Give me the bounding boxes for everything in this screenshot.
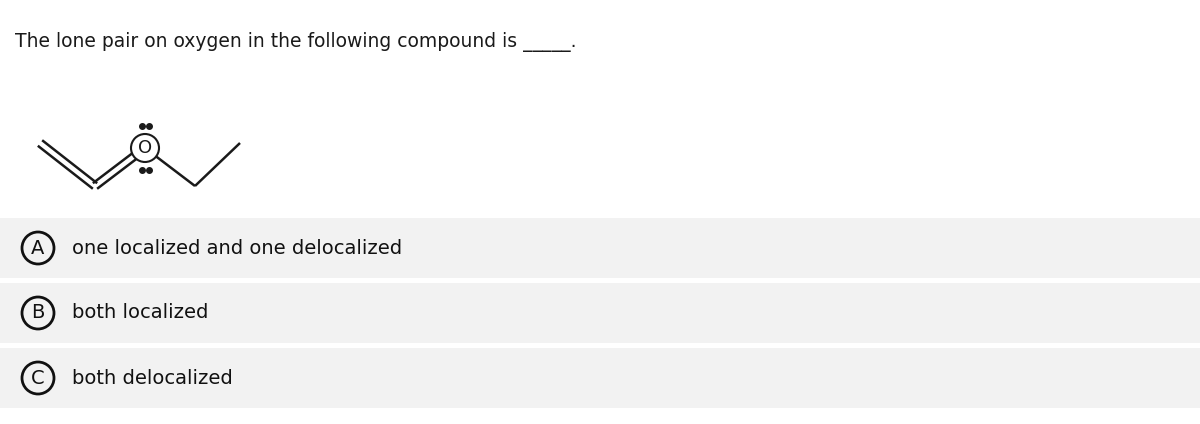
Text: both localized: both localized bbox=[72, 304, 209, 323]
Text: C: C bbox=[31, 368, 44, 388]
Bar bbox=[0, 218, 1200, 278]
Text: A: A bbox=[31, 238, 44, 257]
Bar bbox=[0, 283, 1200, 343]
Text: one localized and one delocalized: one localized and one delocalized bbox=[72, 238, 402, 257]
Text: B: B bbox=[31, 304, 44, 323]
Text: The lone pair on oxygen in the following compound is _____.: The lone pair on oxygen in the following… bbox=[14, 32, 576, 52]
Text: O: O bbox=[138, 139, 152, 157]
Circle shape bbox=[131, 134, 158, 162]
Bar bbox=[0, 348, 1200, 408]
Text: both delocalized: both delocalized bbox=[72, 368, 233, 388]
